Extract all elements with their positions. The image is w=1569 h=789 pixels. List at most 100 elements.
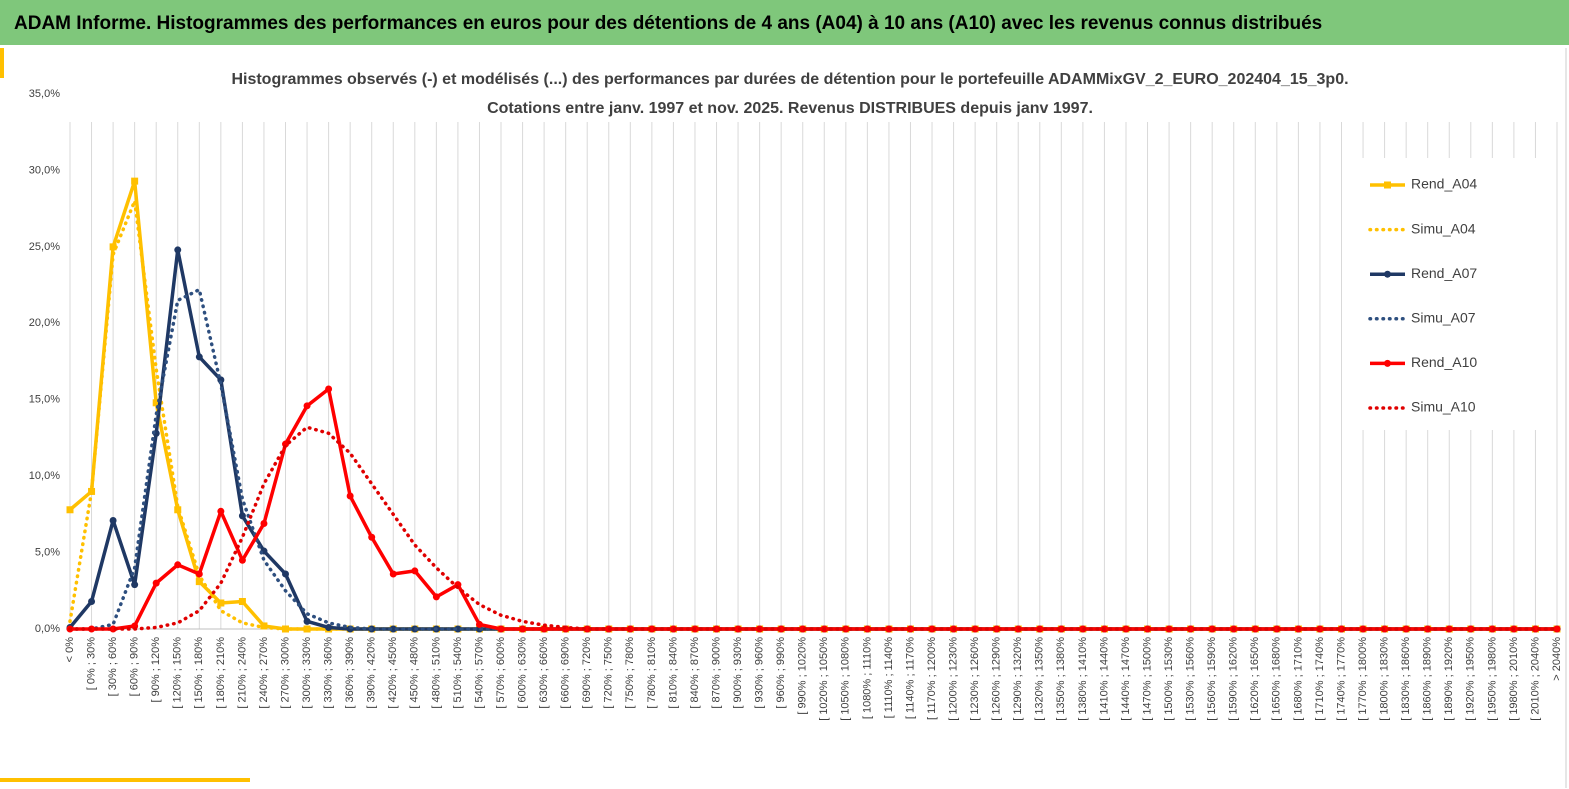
marker <box>131 177 139 185</box>
x-tick-label: [ 1830% ; 1860% <box>1400 637 1412 721</box>
x-tick-label: [ 60% ; 90% <box>129 637 141 697</box>
marker <box>368 533 376 541</box>
legend-label: Rend_A07 <box>1411 265 1477 281</box>
marker <box>1122 625 1130 633</box>
marker <box>88 597 96 605</box>
x-tick-label: [ 0% ; 30% <box>85 637 97 690</box>
marker <box>1251 625 1259 633</box>
marker <box>1057 625 1065 633</box>
x-tick-label: [ 1800% ; 1830% <box>1379 637 1391 721</box>
x-tick-label: [ 1020% ; 1050% <box>818 637 830 721</box>
x-tick-label: [ 1680% ; 1710% <box>1292 637 1304 721</box>
x-tick-label: [ 450% ; 480% <box>409 637 421 709</box>
x-tick-label: [ 1080% ; 1110% <box>861 637 873 719</box>
marker <box>799 625 807 633</box>
series-line <box>68 425 1559 631</box>
x-tick-label: [ 1200% ; 1230% <box>947 637 959 721</box>
y-tick-label: 30,0% <box>29 164 60 176</box>
x-tick-label: [ 420% ; 450% <box>387 637 399 709</box>
marker <box>842 625 850 633</box>
marker <box>411 567 419 575</box>
x-tick-label: [ 990% ; 1020% <box>797 637 809 715</box>
marker <box>152 399 160 407</box>
x-tick-label: [ 660% ; 690% <box>560 637 572 709</box>
marker <box>583 625 591 633</box>
marker <box>109 625 117 633</box>
x-tick-label: [ 1530% ; 1560% <box>1185 637 1197 721</box>
series-line <box>68 179 1557 631</box>
marker <box>928 625 936 633</box>
x-tick-label: [ 240% ; 270% <box>258 637 270 709</box>
legend-label: Simu_A04 <box>1411 220 1476 236</box>
x-tick-label: [ 1620% ; 1650% <box>1249 637 1261 721</box>
marker <box>432 593 440 601</box>
x-tick-label: [ 1110% ; 1140% <box>883 637 895 719</box>
accent <box>0 48 4 78</box>
x-tick-label: [ 300% ; 330% <box>301 637 313 709</box>
x-tick-label: > 2040% <box>1551 637 1563 681</box>
x-tick-label: [ 270% ; 300% <box>279 637 291 709</box>
marker <box>303 625 311 633</box>
marker <box>195 570 203 578</box>
y-tick-label: 15,0% <box>29 394 60 406</box>
legend-label: Rend_A10 <box>1411 354 1477 370</box>
marker <box>1273 625 1281 633</box>
legend-box <box>1352 158 1547 430</box>
marker <box>1402 625 1410 633</box>
series-line <box>68 287 1559 631</box>
x-tick-label: [ 1440% ; 1470% <box>1120 637 1132 721</box>
marker <box>713 625 721 633</box>
x-tick-label: [ 840% ; 870% <box>689 637 701 709</box>
legend-marker <box>1384 270 1391 278</box>
x-tick-label: [ 390% ; 420% <box>366 637 378 709</box>
marker <box>131 581 139 589</box>
x-tick-label: [ 720% ; 750% <box>603 637 615 709</box>
marker <box>777 625 785 633</box>
marker <box>109 243 117 251</box>
x-tick-label: [ 960% ; 990% <box>775 637 787 709</box>
x-tick-label: [ 210% ; 240% <box>236 637 248 709</box>
x-tick-label: [ 150% ; 180% <box>193 637 205 709</box>
y-tick-label: 0,0% <box>35 623 60 635</box>
x-tick-label: [ 330% ; 360% <box>323 637 335 709</box>
marker <box>217 599 225 607</box>
x-tick-label: [ 2010% ; 2040% <box>1529 637 1541 721</box>
x-tick-label: [ 510% ; 540% <box>452 637 464 709</box>
x-tick-label: [ 570% ; 600% <box>495 637 507 709</box>
accent <box>0 778 250 782</box>
marker <box>1467 625 1475 633</box>
y-tick-label: 35,0% <box>29 88 60 100</box>
x-tick-label: [ 1710% ; 1740% <box>1314 637 1326 721</box>
x-tick-label: [ 1410% ; 1440% <box>1098 637 1110 721</box>
x-tick-label: [ 360% ; 390% <box>344 637 356 709</box>
x-tick-label: [ 1740% ; 1770% <box>1335 637 1347 721</box>
marker <box>238 597 246 605</box>
x-tick-label: [ 750% ; 780% <box>624 637 636 709</box>
x-tick-label: [ 1380% ; 1410% <box>1077 637 1089 721</box>
x-tick-label: [ 1320% ; 1350% <box>1034 637 1046 721</box>
chart-subtitle: Cotations entre janv. 1997 et nov. 2025.… <box>487 100 1093 117</box>
header-title: ADAM Informe. Histogrammes des performan… <box>14 13 1322 34</box>
marker <box>475 620 483 628</box>
marker <box>174 506 182 514</box>
marker <box>174 246 182 254</box>
marker <box>109 516 117 524</box>
marker <box>195 578 203 586</box>
chart-title: Histogrammes observés (-) et modélisés (… <box>231 71 1348 88</box>
x-tick-label: [ 1980% ; 2010% <box>1508 637 1520 721</box>
marker <box>260 520 268 528</box>
marker <box>325 385 333 393</box>
x-tick-label: [ 1260% ; 1290% <box>991 637 1003 721</box>
y-tick-label: 10,0% <box>29 470 60 482</box>
marker <box>454 625 462 633</box>
frame <box>1565 48 1567 788</box>
marker <box>152 579 160 587</box>
x-tick-label: [ 180% ; 210% <box>215 637 227 709</box>
x-tick-label: [ 540% ; 570% <box>473 637 485 709</box>
marker <box>1337 625 1345 633</box>
marker <box>519 625 527 633</box>
x-tick-label: [ 930% ; 960% <box>754 637 766 709</box>
marker <box>238 556 246 564</box>
x-tick-label: [ 480% ; 510% <box>430 637 442 709</box>
